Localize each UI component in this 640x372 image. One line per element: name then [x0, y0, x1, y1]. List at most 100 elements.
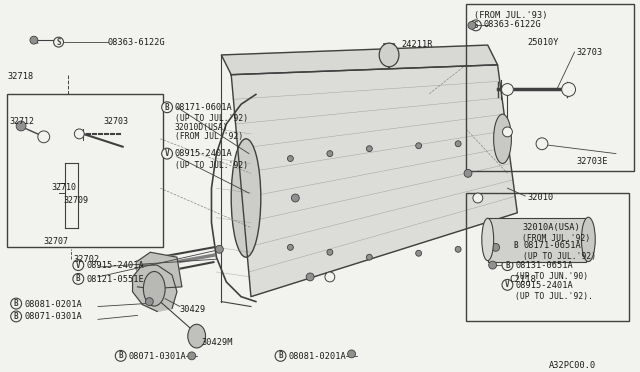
Text: 32703: 32703	[577, 48, 603, 57]
Circle shape	[162, 148, 173, 159]
Circle shape	[489, 261, 497, 269]
Text: B: B	[513, 241, 518, 250]
Circle shape	[464, 169, 472, 177]
Text: 32702: 32702	[74, 255, 100, 264]
Text: 08081-0201A: 08081-0201A	[289, 352, 346, 361]
Circle shape	[287, 244, 293, 250]
Ellipse shape	[493, 114, 511, 163]
Circle shape	[275, 350, 286, 361]
Text: 08071-0301A: 08071-0301A	[24, 312, 82, 321]
Circle shape	[216, 246, 223, 253]
Bar	[466, 4, 634, 171]
Ellipse shape	[482, 218, 493, 261]
Text: B: B	[14, 299, 19, 308]
Circle shape	[327, 151, 333, 157]
Text: 32703E: 32703E	[577, 157, 608, 166]
Circle shape	[115, 350, 126, 361]
Text: 32712: 32712	[9, 117, 34, 126]
Text: 32709: 32709	[63, 196, 88, 205]
Circle shape	[11, 298, 22, 309]
Text: V: V	[76, 261, 81, 270]
Text: B: B	[164, 103, 170, 112]
Text: B: B	[76, 275, 81, 283]
Text: 30429: 30429	[180, 305, 206, 314]
Text: (UP TO JUL.'92): (UP TO JUL.'92)	[524, 252, 596, 261]
Text: 32707: 32707	[44, 237, 68, 247]
Circle shape	[502, 84, 513, 95]
Text: C2118: C2118	[509, 275, 536, 284]
Circle shape	[73, 260, 84, 270]
Text: B: B	[278, 352, 283, 360]
Circle shape	[502, 260, 513, 270]
Text: (FROM JUL.'92): (FROM JUL.'92)	[522, 234, 591, 243]
Circle shape	[325, 272, 335, 282]
Circle shape	[306, 273, 314, 281]
Circle shape	[30, 36, 38, 44]
Circle shape	[74, 129, 84, 139]
Text: 25010Y: 25010Y	[527, 38, 559, 47]
Text: 32010: 32010	[527, 193, 554, 202]
Polygon shape	[138, 252, 182, 289]
Polygon shape	[231, 65, 517, 296]
Polygon shape	[221, 45, 497, 75]
Text: 08171-0601A: 08171-0601A	[175, 103, 233, 112]
Text: A32PC00.0: A32PC00.0	[549, 361, 596, 370]
Circle shape	[366, 146, 372, 152]
Text: 08363-6122G: 08363-6122G	[484, 20, 541, 29]
Ellipse shape	[379, 43, 399, 67]
Circle shape	[38, 131, 50, 143]
Text: 08081-0201A: 08081-0201A	[24, 299, 82, 309]
Circle shape	[287, 155, 293, 161]
Text: 08071-0301A: 08071-0301A	[129, 352, 186, 361]
Circle shape	[455, 141, 461, 147]
Text: 30429M: 30429M	[202, 338, 233, 347]
Circle shape	[291, 194, 300, 202]
Circle shape	[16, 121, 26, 131]
Text: V: V	[164, 149, 170, 158]
Circle shape	[73, 273, 84, 284]
Text: (FROM JUL.'92): (FROM JUL.'92)	[175, 132, 243, 141]
Text: 08171-0651A: 08171-0651A	[524, 241, 581, 250]
Text: 08121-0551E: 08121-0551E	[86, 275, 144, 284]
Circle shape	[470, 20, 481, 31]
Text: B: B	[505, 261, 509, 270]
Polygon shape	[132, 265, 177, 311]
Text: 32703: 32703	[103, 117, 128, 126]
Circle shape	[492, 243, 500, 251]
Circle shape	[416, 143, 422, 149]
Circle shape	[502, 127, 513, 137]
Bar	[488, 218, 586, 262]
Circle shape	[54, 37, 63, 47]
Bar	[7, 94, 163, 247]
Circle shape	[188, 352, 196, 360]
Text: (UP TO JUL.'92): (UP TO JUL.'92)	[175, 114, 248, 123]
Text: V: V	[505, 280, 509, 289]
Text: S: S	[474, 21, 478, 30]
Text: (FROM JUL.'93): (FROM JUL.'93)	[474, 10, 547, 20]
Ellipse shape	[231, 139, 261, 257]
Circle shape	[536, 138, 548, 150]
Circle shape	[416, 250, 422, 256]
Circle shape	[468, 22, 476, 29]
Circle shape	[327, 249, 333, 255]
Text: 32010D(USA): 32010D(USA)	[175, 123, 228, 132]
Text: S: S	[56, 38, 61, 46]
Text: 32718: 32718	[7, 72, 33, 81]
Circle shape	[11, 311, 22, 322]
Text: (UP TO JUL.'92).: (UP TO JUL.'92).	[515, 292, 593, 301]
Circle shape	[145, 298, 153, 305]
Ellipse shape	[581, 217, 595, 262]
Circle shape	[348, 350, 355, 358]
Circle shape	[562, 83, 575, 96]
Text: 08915-2401A: 08915-2401A	[515, 281, 573, 290]
Text: 08915-2401A: 08915-2401A	[175, 149, 233, 158]
Text: B: B	[118, 352, 123, 360]
Circle shape	[455, 246, 461, 252]
Text: 08131-0651A: 08131-0651A	[515, 261, 573, 270]
Ellipse shape	[143, 272, 165, 306]
Text: B: B	[14, 312, 19, 321]
Circle shape	[162, 102, 173, 113]
Ellipse shape	[188, 324, 205, 348]
Circle shape	[510, 240, 521, 251]
Circle shape	[502, 279, 513, 290]
